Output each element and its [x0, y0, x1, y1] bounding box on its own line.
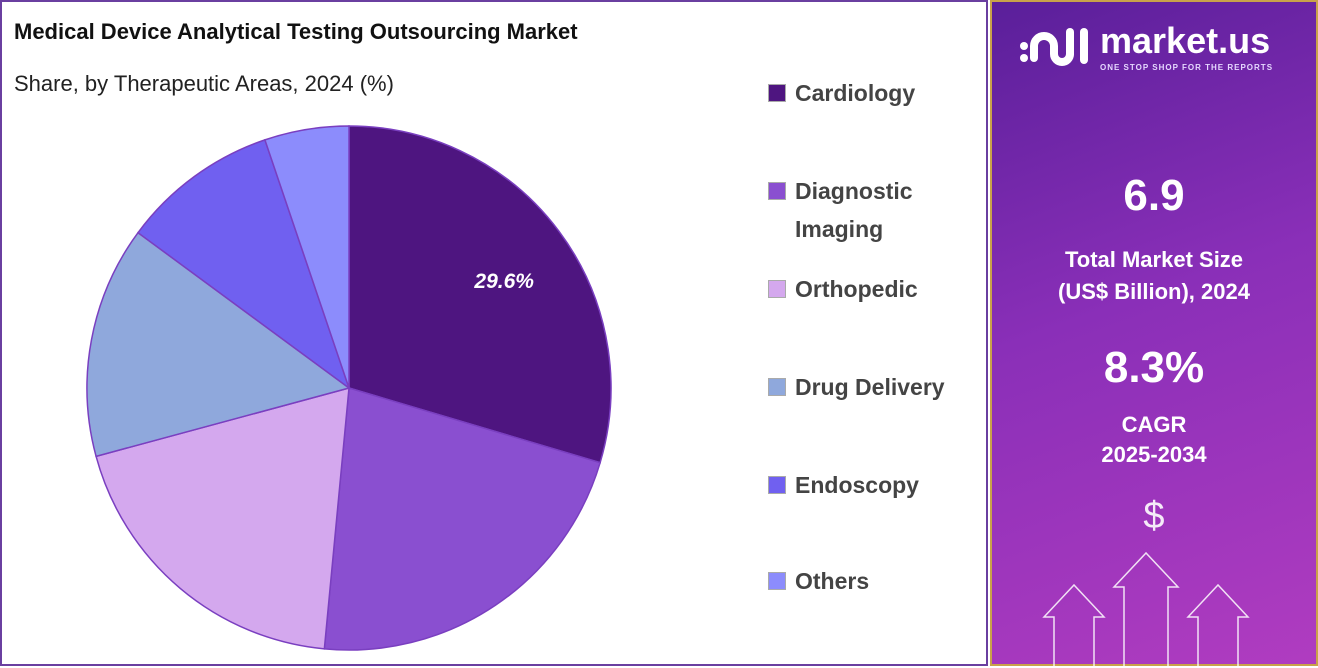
legend-item: Orthopedic	[768, 270, 983, 308]
legend-swatch	[768, 280, 786, 298]
legend-label: Others	[795, 568, 870, 594]
logo-name: market.us	[1100, 20, 1271, 61]
logo-tagline: ONE STOP SHOP FOR THE REPORTS	[1100, 63, 1274, 72]
legend-item: Others	[768, 562, 983, 600]
legend-item: Endoscopy	[768, 466, 983, 504]
legend-swatch	[768, 84, 786, 102]
pie-slice-orthopedic	[95, 386, 350, 650]
market-size-unit: (US$ Billion), 2024	[1058, 279, 1250, 304]
cagr-period: 2025-2034	[1101, 442, 1207, 467]
cagr-value: 8.3%	[1103, 343, 1205, 392]
pie-slice-cardiology	[348, 125, 612, 464]
pie-slice-endoscopy	[136, 138, 351, 391]
legend-label: Cardiology	[795, 80, 916, 106]
legend-label: Drug Delivery	[795, 374, 945, 400]
legend-swatch	[768, 572, 786, 590]
summary-panel: market.us ONE STOP SHOP FOR THE REPORTS …	[990, 0, 1318, 667]
legend-swatch	[768, 476, 786, 494]
data-label: 29.6%	[473, 270, 534, 293]
legend-item: Diagnostic Imaging	[768, 172, 983, 248]
legend-swatch	[768, 182, 786, 200]
market-size-value: 6.9	[1123, 171, 1185, 220]
pie-slice-diagnostic-imaging	[323, 387, 602, 651]
dollar-icon: $	[1143, 495, 1165, 537]
cagr-label: CAGR	[1121, 412, 1187, 437]
legend-label: Diagnostic Imaging	[795, 178, 913, 242]
logo: market.us ONE STOP SHOP FOR THE REPORTS	[1020, 20, 1273, 74]
legend-swatch	[768, 378, 786, 396]
market-size-label: Total Market Size	[1064, 247, 1244, 272]
pie-chart: 29.6%	[86, 125, 612, 651]
growth-arrows-icon	[1042, 551, 1250, 667]
chart-subtitle: Share, by Therapeutic Areas, 2024 (%)	[14, 71, 394, 96]
chart-panel: Medical Device Analytical Testing Outsou…	[0, 0, 988, 666]
legend-item: Cardiology	[768, 74, 983, 112]
chart-title: Medical Device Analytical Testing Outsou…	[14, 19, 578, 44]
legend-item: Drug Delivery	[768, 368, 983, 406]
logo-icon	[1020, 28, 1088, 66]
pie-slice-others	[263, 125, 350, 389]
pie-slice-drug-delivery	[86, 231, 351, 458]
legend-label: Orthopedic	[795, 276, 918, 302]
legend-label: Endoscopy	[795, 472, 919, 498]
